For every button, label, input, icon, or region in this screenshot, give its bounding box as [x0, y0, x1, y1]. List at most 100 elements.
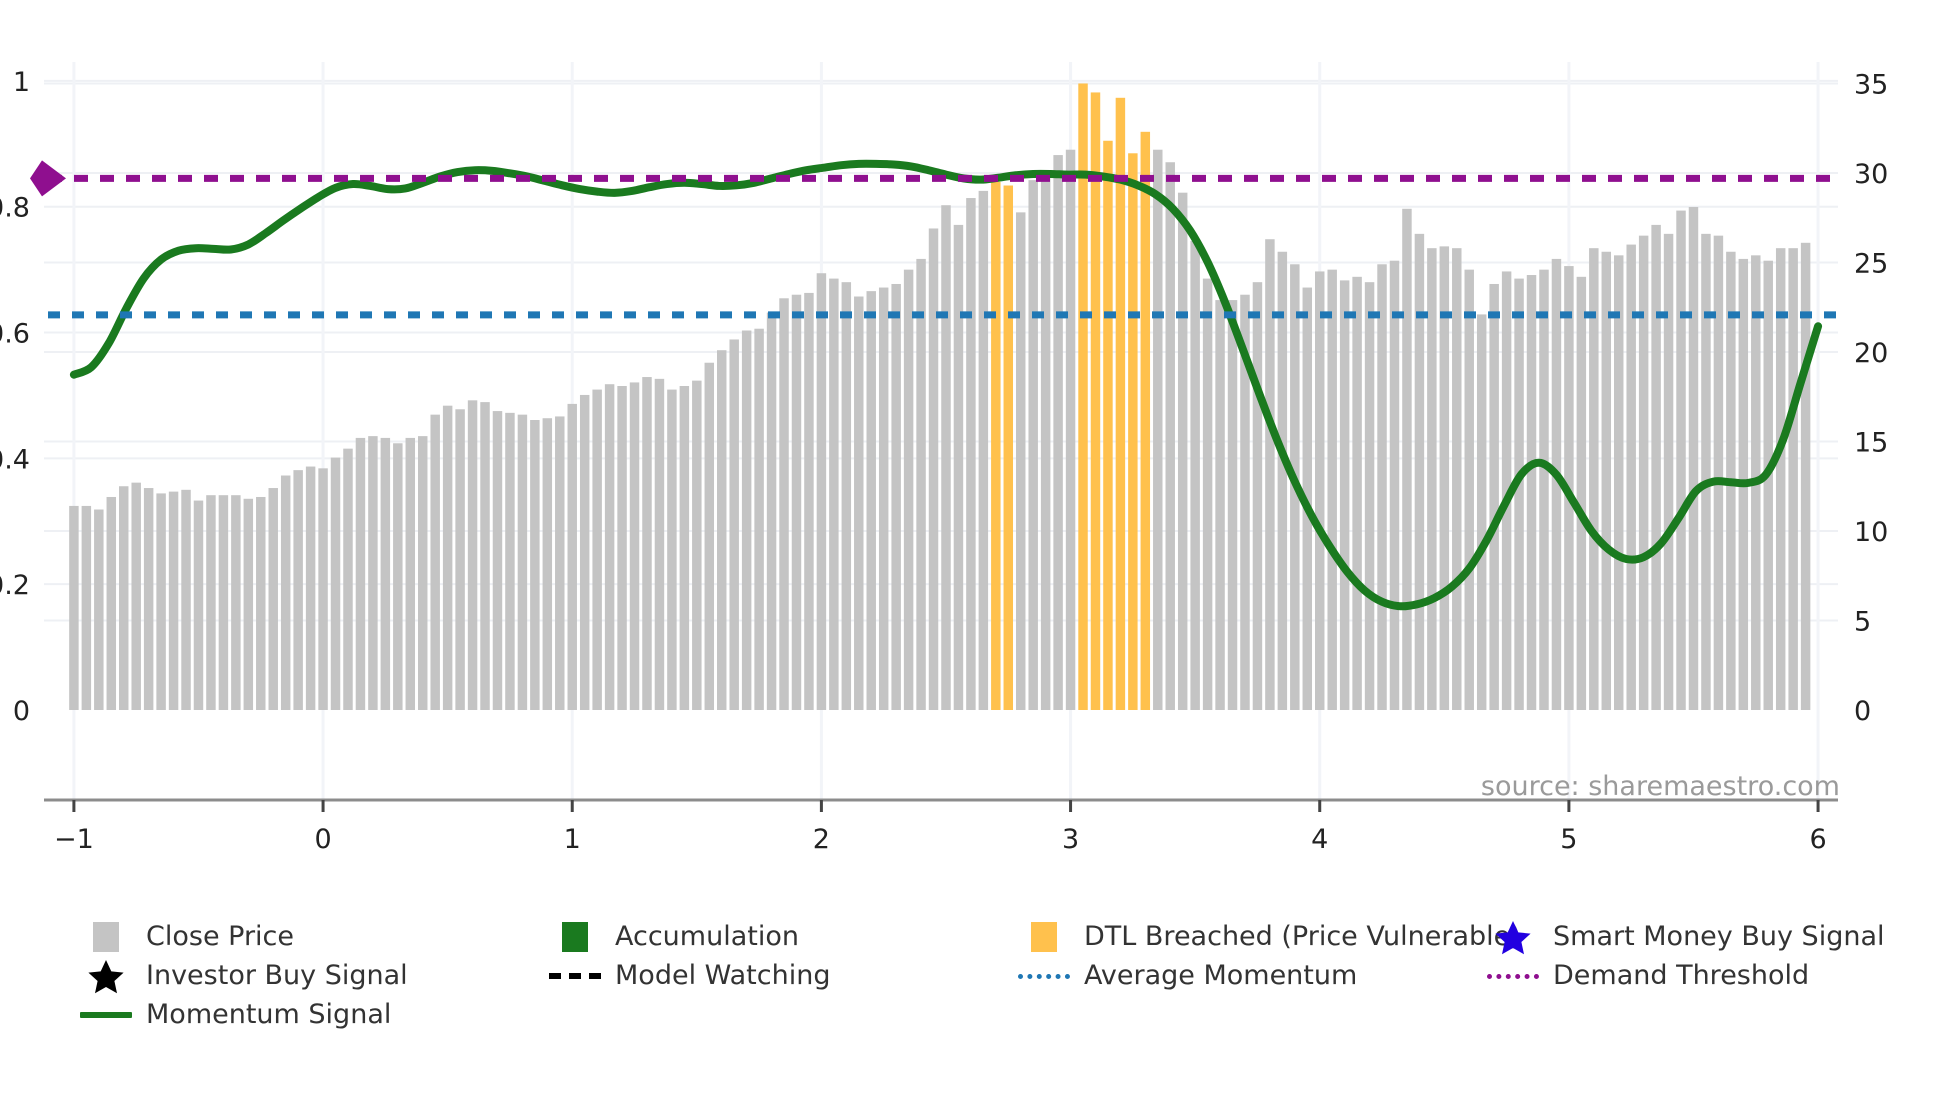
star-icon [1495, 921, 1531, 955]
bar-close-price [505, 412, 515, 710]
bar-close-price [1202, 278, 1213, 710]
bar-close-price [480, 402, 490, 710]
bar-close-price [1327, 269, 1337, 710]
bar-close-price [928, 228, 939, 711]
bar-close-price [1402, 208, 1412, 710]
bar-close-price [579, 394, 590, 710]
y-axis-right-tick-label: 35 [1854, 69, 1888, 100]
bar-close-price [81, 505, 92, 710]
bar-close-price [343, 448, 353, 710]
y-axis-right-tick-label: 30 [1854, 159, 1888, 190]
bar-close-price [854, 296, 864, 710]
legend-investor-buy-signal[interactable]: Investor Buy Signal [76, 957, 545, 995]
x-axis-tick-label: 1 [564, 824, 581, 855]
bar-close-price [1277, 251, 1288, 710]
bar-close-price [1364, 282, 1375, 710]
legend-row: Momentum Signal [76, 996, 1946, 1034]
bar-close-price [1153, 149, 1163, 710]
bar-close-price [1638, 235, 1649, 710]
bar-close-price [903, 269, 914, 710]
bar-close-price [1701, 233, 1711, 710]
bar-close-price [156, 493, 166, 710]
x-axis-tick-label: 6 [1809, 824, 1826, 855]
legend-momentum-signal[interactable]: Momentum Signal [76, 996, 545, 1034]
bar-close-price [530, 420, 540, 710]
bar-close-price [517, 414, 528, 710]
bar-close-price [218, 495, 229, 710]
bar-close-price [667, 389, 677, 710]
bar-close-price [978, 190, 989, 710]
bar-close-price [1040, 172, 1051, 711]
bar-close-price [1651, 224, 1661, 710]
legend-item-label: DTL Breached (Price Vulnerable) [1084, 921, 1521, 952]
bar-close-price [1339, 280, 1350, 710]
bar-close-price [1501, 271, 1512, 710]
bar-close-price [119, 486, 129, 710]
bar-close-price [966, 198, 976, 711]
bar-close-price [1576, 276, 1587, 710]
bar-close-price [1215, 300, 1225, 710]
bar-close-price [293, 470, 303, 710]
bar-close-price [1414, 233, 1425, 710]
legend-star-icon [1483, 918, 1543, 956]
bar-dtl-breached [1128, 153, 1138, 711]
bar-close-price [866, 291, 876, 710]
legend-item-label: Smart Money Buy Signal [1553, 921, 1885, 952]
bar-close-price [368, 436, 378, 710]
legend-average-momentum[interactable]: Average Momentum [1014, 957, 1483, 995]
legend-item-label: Investor Buy Signal [146, 960, 408, 991]
x-axis-tick-label: 0 [314, 824, 331, 855]
legend-demand-threshold[interactable]: Demand Threshold [1483, 957, 1943, 995]
bar-close-price [393, 443, 403, 710]
bar-close-price [280, 475, 291, 710]
bar-close-price [604, 384, 615, 710]
bar-close-price [305, 466, 316, 710]
legend-swatch-icon [93, 922, 119, 952]
bar-close-price [256, 496, 266, 710]
bar-close-price [1763, 260, 1773, 710]
bar-close-price [654, 378, 665, 710]
bar-close-price [380, 437, 391, 710]
bar-close-price [741, 330, 752, 710]
legend-item-label: Close Price [146, 921, 294, 952]
bar-close-price [168, 491, 179, 710]
legend-accumulation[interactable]: Accumulation [545, 918, 1014, 956]
bar-close-price [1676, 210, 1686, 710]
bar-close-price [754, 328, 764, 710]
bar-close-price [193, 500, 204, 710]
bar-close-price [1053, 155, 1063, 710]
y-axis-left-tick-label: 0.4 [0, 444, 30, 475]
bar-dtl-breached [1078, 83, 1088, 711]
bar-close-price [268, 488, 278, 710]
bar-close-price [206, 495, 216, 710]
legend-dotted-line-icon [1487, 973, 1539, 979]
bar-close-price [1476, 314, 1487, 710]
legend-row: Close Price Accumulation DTL Breached (Pri… [76, 918, 1946, 956]
y-axis-right-tick-label: 5 [1854, 606, 1871, 637]
legend-dtl-breached[interactable]: DTL Breached (Price Vulnerable) [1014, 918, 1521, 956]
bar-close-price [841, 282, 852, 710]
bar-close-price [1177, 192, 1188, 711]
bar-close-price [1016, 212, 1026, 711]
legend-dot-handle [1014, 957, 1074, 995]
bar-close-price [330, 457, 341, 710]
momentum-signal-line [69, 159, 1823, 611]
y-axis-right-tick-label: 25 [1854, 248, 1888, 279]
x-axis-tick-label: 3 [1062, 824, 1079, 855]
legend-patch-icon [545, 918, 605, 956]
bar-close-price [1265, 239, 1275, 710]
bar-close-price [131, 482, 141, 710]
bar-close-price [318, 468, 328, 710]
legend-model-watching[interactable]: Model Watching [545, 957, 1014, 995]
legend-swatch-icon [1031, 922, 1057, 952]
bar-close-price [492, 411, 503, 710]
bar-close-price [143, 488, 154, 710]
bar-close-price [953, 224, 964, 710]
legend-item-label: Average Momentum [1084, 960, 1358, 991]
legend-smart-money-buy-signal[interactable]: Smart Money Buy Signal [1483, 918, 1943, 956]
legend-close-price[interactable]: Close Price [76, 918, 545, 956]
legend-dot-handle [1483, 957, 1543, 995]
bar-close-price [1377, 264, 1387, 710]
bar-dtl-breached [1090, 92, 1101, 711]
bar-close-price [1452, 248, 1462, 711]
